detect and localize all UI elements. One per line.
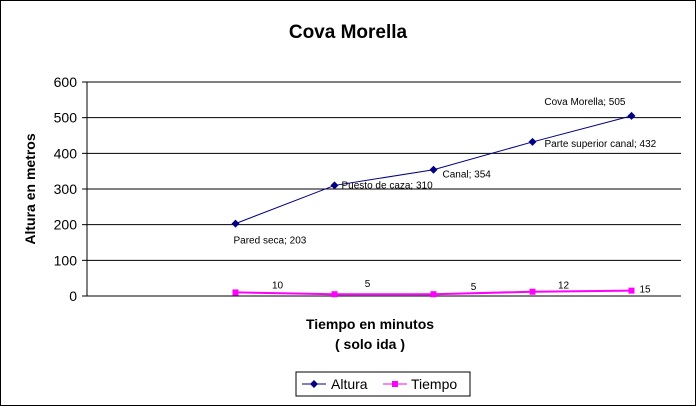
- legend-marker-altura: [310, 380, 318, 388]
- point-tiempo: [331, 291, 338, 298]
- axes: [86, 82, 681, 297]
- y-tick-label: 200: [54, 217, 78, 233]
- data-label-tiempo: 5: [471, 282, 477, 293]
- y-tick-labels: 0 100 200 300 400 500 600: [54, 74, 78, 304]
- data-label-tiempo: 5: [365, 279, 371, 290]
- y-axis-title: Altura en metros: [22, 133, 38, 244]
- x-axis-title-line2: ( solo ida ): [335, 336, 405, 352]
- chart-title: Cova Morella: [289, 22, 408, 43]
- point-tiempo: [628, 287, 635, 294]
- legend: Altura Tiempo: [295, 371, 471, 397]
- point-altura: [627, 111, 636, 120]
- grid-lines: [82, 81, 681, 297]
- data-label-altura: Cova Morella; 505: [544, 97, 626, 108]
- y-tick-label: 100: [54, 252, 78, 268]
- y-tick-label: 400: [54, 145, 78, 161]
- series-altura: Pared seca; 203 Puesto de caza; 310 Canal;…: [231, 97, 657, 247]
- y-tick-label: 300: [54, 181, 78, 197]
- data-label-altura: Pared seca; 203: [234, 236, 307, 247]
- legend-label-altura: Altura: [331, 376, 368, 392]
- point-altura: [528, 137, 537, 146]
- series-tiempo: 10 5 5 12 15: [232, 279, 652, 298]
- x-axis-title-line1: Tiempo en minutos: [306, 316, 434, 332]
- data-label-altura: Parte superior canal; 432: [545, 139, 657, 150]
- point-altura: [429, 165, 438, 174]
- point-tiempo: [430, 291, 437, 298]
- point-tiempo: [232, 289, 239, 296]
- point-tiempo: [529, 288, 536, 295]
- data-label-altura: Puesto de caza; 310: [342, 180, 434, 191]
- point-altura: [330, 181, 339, 190]
- data-label-tiempo: 15: [640, 285, 652, 296]
- data-label-tiempo: 12: [558, 281, 570, 292]
- point-altura: [231, 219, 240, 228]
- y-tick-label: 500: [54, 110, 78, 126]
- y-tick-label: 600: [54, 74, 78, 90]
- series-group: Pared seca; 203 Puesto de caza; 310 Canal;…: [231, 97, 657, 298]
- data-label-tiempo: 10: [272, 280, 284, 291]
- legend-marker-tiempo: [392, 381, 398, 387]
- y-tick-label: 0: [69, 288, 77, 304]
- data-label-altura: Canal; 354: [443, 170, 492, 181]
- legend-label-tiempo: Tiempo: [411, 376, 457, 392]
